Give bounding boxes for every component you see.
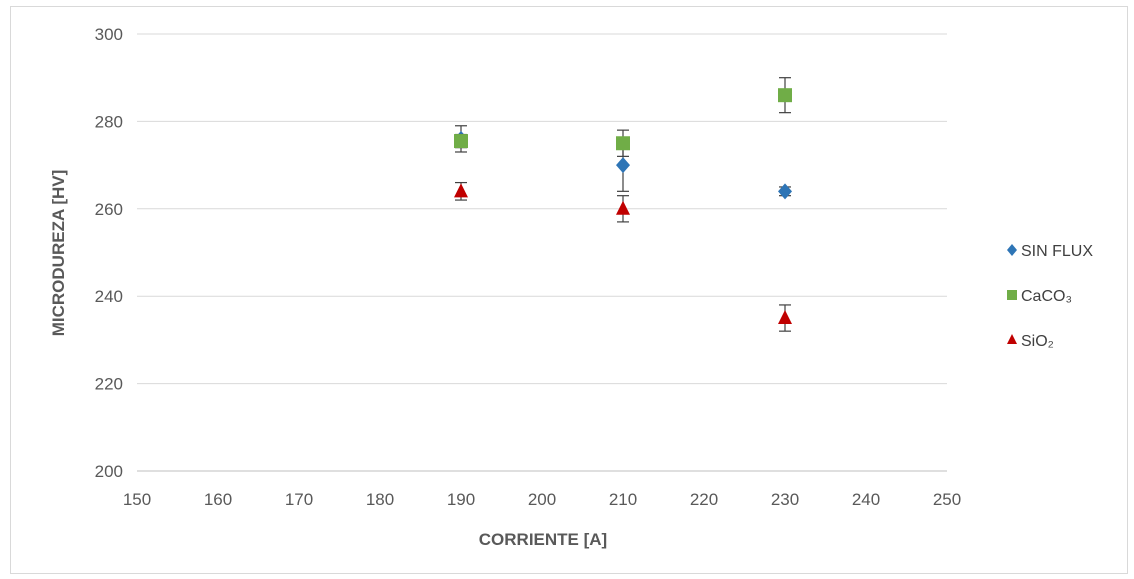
data-point (778, 88, 792, 103)
x-tick-label: 220 (690, 490, 718, 509)
x-tick-label: 210 (609, 490, 637, 509)
data-point (616, 200, 630, 215)
legend: SIN FLUX CaCO₃ SiO₂ (1007, 243, 1093, 350)
legend-item: SIN FLUX (1007, 243, 1093, 260)
x-tick-label: 150 (123, 490, 151, 509)
legend-marker (1007, 290, 1017, 300)
data-series (454, 77, 792, 332)
legend-label: CaCO₃ (1021, 288, 1072, 305)
legend-label: SiO₂ (1021, 333, 1054, 350)
x-tick-labels: 150 160 170 180 190 200 210 220 230 240 250 (123, 490, 961, 509)
y-tick-label: 240 (95, 287, 123, 306)
y-tick-label: 300 (95, 25, 123, 44)
data-point (778, 183, 792, 200)
data-point (454, 183, 468, 198)
data-point (616, 157, 630, 174)
data-point (454, 134, 468, 149)
legend-item: CaCO₃ (1007, 288, 1072, 305)
chart-frame (10, 6, 1128, 574)
x-tick-label: 180 (366, 490, 394, 509)
x-tick-label: 250 (933, 490, 961, 509)
series-triangle (454, 181, 792, 332)
data-point (778, 310, 792, 325)
legend-marker (1007, 244, 1017, 256)
legend-label: SIN FLUX (1021, 243, 1093, 260)
x-tick-label: 190 (447, 490, 475, 509)
data-point (616, 136, 630, 151)
x-tick-label: 240 (852, 490, 880, 509)
x-tick-label: 200 (528, 490, 556, 509)
x-tick-label: 230 (771, 490, 799, 509)
y-tick-label: 260 (95, 200, 123, 219)
y-tick-label: 220 (95, 375, 123, 394)
x-axis-title: CORRIENTE [A] (479, 530, 607, 549)
y-tick-label: 200 (95, 462, 123, 481)
legend-item: SiO₂ (1007, 333, 1054, 350)
y-axis-title: MICRODUREZA [HV] (49, 170, 68, 337)
x-tick-label: 170 (285, 490, 313, 509)
y-tick-labels: 200 220 240 260 280 300 (95, 25, 123, 481)
y-tick-label: 280 (95, 112, 123, 131)
legend-marker (1007, 334, 1017, 344)
gridlines (137, 33, 947, 472)
x-tick-label: 160 (204, 490, 232, 509)
series-square (454, 77, 792, 157)
